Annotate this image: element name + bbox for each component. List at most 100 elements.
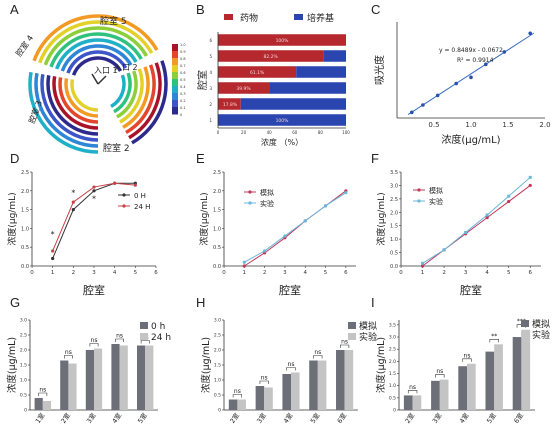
y-tick-label: 0.0 <box>390 264 398 270</box>
x-axis-label: 腔室 <box>460 283 482 297</box>
y-tick-label: 1.0 <box>21 226 29 232</box>
data-point <box>344 191 348 195</box>
bar <box>42 401 51 410</box>
bar <box>291 372 300 410</box>
y-tick-label: 3.0 <box>390 183 398 189</box>
legend-label: 模拟 <box>532 318 550 330</box>
channel-arc <box>28 71 99 154</box>
data-point <box>242 260 246 264</box>
y-tick-label: 0.5 <box>20 393 27 399</box>
y-axis-label: 浓度(μg/mL) <box>375 337 387 393</box>
data-point <box>113 181 117 185</box>
channel-arc <box>58 77 99 124</box>
y-tick-label: 3.0 <box>214 318 221 324</box>
bar <box>237 399 246 410</box>
bar-medium <box>218 114 346 126</box>
significance-label: ns <box>65 349 72 356</box>
significance-bracket <box>340 344 350 348</box>
significance-label: ** <box>491 333 497 340</box>
bar <box>264 387 273 410</box>
data-point <box>528 31 532 36</box>
x-tick-label: 3 <box>283 270 287 276</box>
x-tick-label: 2 <box>263 270 267 276</box>
legend-marker <box>417 199 421 203</box>
x-tick-label: 1 <box>243 270 247 276</box>
data-label: 100% <box>276 118 290 124</box>
channel-arc <box>116 70 138 119</box>
legend-label: 模拟 <box>260 188 274 197</box>
channel-arc <box>113 72 132 114</box>
x-tick-label: 0 <box>222 270 226 276</box>
legend-label: 模拟 <box>359 320 377 332</box>
bar <box>119 345 128 410</box>
y-tick-label: 2.5 <box>213 170 221 176</box>
bar <box>85 350 94 410</box>
regression-line <box>407 32 535 116</box>
x-tick-label: 0 <box>30 270 34 276</box>
colorbar-tick: 0.8 <box>180 57 186 61</box>
channel-arc <box>122 66 150 129</box>
significance-bracket <box>38 392 48 396</box>
legend-label: 0 H <box>134 192 146 200</box>
legend-marker <box>122 193 126 197</box>
chamber-label-4: 腔室 4 <box>13 33 35 58</box>
bar <box>412 395 422 410</box>
legend-marker <box>248 201 252 205</box>
y-tick-label: 1.5 <box>213 208 221 214</box>
x-tick-label: 5 <box>324 270 328 276</box>
bar <box>94 348 103 410</box>
bar <box>439 379 449 410</box>
colorbar-segment <box>172 58 178 66</box>
bar <box>145 345 154 410</box>
x-axis-label: 腔室 <box>83 283 105 297</box>
y-tick-label: 0 <box>24 408 27 414</box>
x-tick-label: 3 <box>464 270 468 276</box>
y-tick-label: 2.5 <box>21 170 29 176</box>
bar-drug <box>218 66 297 78</box>
channel-arc <box>70 79 99 112</box>
regression-equation: y = 0.8489x - 0.0672 <box>439 47 503 54</box>
x-tick-label: 2 <box>72 270 76 276</box>
y-axis-label: 腔室 <box>196 70 209 90</box>
bar-drug <box>218 50 324 62</box>
panel-letter-b: B <box>196 2 205 17</box>
y-tick-label: 2.0 <box>214 348 221 354</box>
y-tick-label: 3.5 <box>390 170 398 176</box>
data-point <box>502 50 507 54</box>
y-tick-label: 0.5 <box>214 393 221 399</box>
significance-bracket <box>489 339 499 343</box>
r-squared: R² = 0.9914 <box>457 57 494 64</box>
colorbar-tick: 0.3 <box>180 92 186 96</box>
panel-g-bar-chart: 00.51.01.52.02.53.0ns1室ns2室ns3室ns4室ns5室0… <box>6 318 171 425</box>
data-label: 17.8% <box>223 102 238 108</box>
bar <box>282 374 291 410</box>
x-tick-label: 6 <box>154 270 158 276</box>
y-tick-label: 6 <box>209 38 212 43</box>
legend-marker <box>248 190 252 194</box>
bar <box>34 398 43 410</box>
x-tick-label: 1 <box>51 270 55 276</box>
y-axis-label: 吸光度 <box>373 55 386 85</box>
series-line <box>422 176 531 264</box>
y-tick-label: 1.5 <box>214 363 221 369</box>
channel-arc <box>52 76 99 130</box>
data-label: 82.2% <box>263 54 278 60</box>
y-tick-label: 0.5 <box>390 251 398 257</box>
data-point <box>410 110 414 115</box>
y-tick-label: 1.0 <box>214 378 221 384</box>
colorbar-tick: 0.5 <box>180 78 186 82</box>
x-tick-label: 0.5 <box>428 121 439 129</box>
colorbar-segment <box>172 79 178 87</box>
legend-label: 0 h <box>151 322 165 332</box>
colorbar-tick: 1.0 <box>180 43 186 47</box>
panel-letter-g: G <box>10 295 21 310</box>
y-tick-label: 0.0 <box>21 264 29 270</box>
significance-label: ns <box>464 352 471 359</box>
x-tick-label: 6 <box>344 270 348 276</box>
bar <box>111 344 120 410</box>
x-tick-label: 5室 <box>308 411 322 425</box>
legend-label-drug: 药物 <box>240 12 258 24</box>
y-tick-label: 5 <box>209 54 212 59</box>
significance-label: ns <box>314 349 321 356</box>
bar <box>467 363 476 410</box>
